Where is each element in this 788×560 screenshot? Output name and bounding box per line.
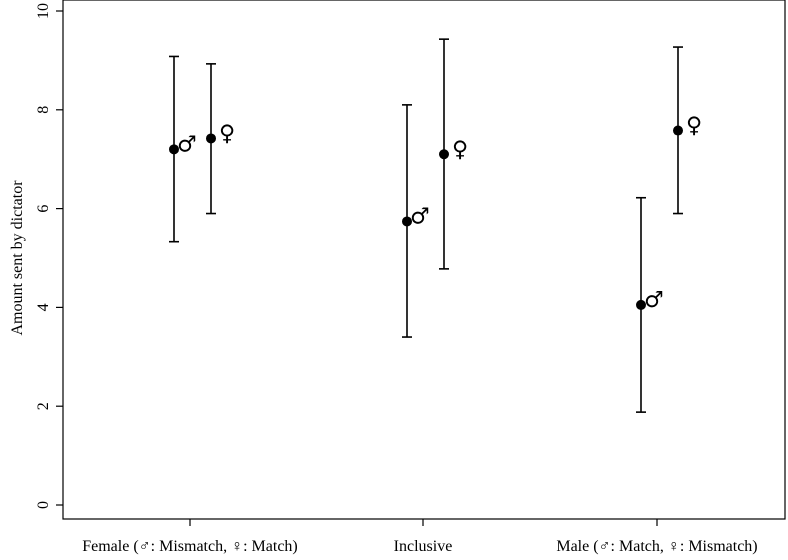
y-tick-label: 4 [35, 303, 52, 311]
mean-point [439, 149, 449, 160]
mean-point [169, 144, 179, 155]
mean-point [636, 299, 646, 310]
x-tick-label: Inclusive [394, 538, 453, 555]
male-symbol: ♂ [177, 132, 197, 157]
mean-point [206, 133, 216, 144]
mean-point [402, 216, 412, 227]
x-tick-label: Female (♂: Mismatch, ♀: Match) [82, 538, 298, 555]
y-tick-label: 10 [35, 3, 52, 19]
y-tick-label: 8 [35, 106, 52, 114]
y-axis-title: Amount sent by dictator [9, 180, 26, 336]
plot-frame [62, 0, 786, 520]
female-symbol: ♀ [452, 137, 468, 162]
female-symbol: ♀ [219, 121, 235, 146]
data-marks: ♂ ♂ ♂ ♀ ♀ ♀ [169, 38, 702, 413]
male-symbol: ♂ [410, 204, 430, 229]
y-tick-label: 2 [35, 402, 52, 410]
y-tick-label: 0 [35, 501, 52, 509]
y-tick-label: 6 [35, 205, 52, 213]
x-tick-label: Male (♂: Match, ♀: Mismatch) [556, 538, 757, 555]
female-symbol: ♀ [686, 114, 702, 139]
male-symbol: ♂ [644, 288, 664, 313]
y-axis: 0 2 4 6 8 10 [35, 3, 63, 509]
mean-point [673, 125, 683, 136]
x-axis: Female (♂: Mismatch, ♀: Match) Inclusive M… [82, 519, 758, 555]
